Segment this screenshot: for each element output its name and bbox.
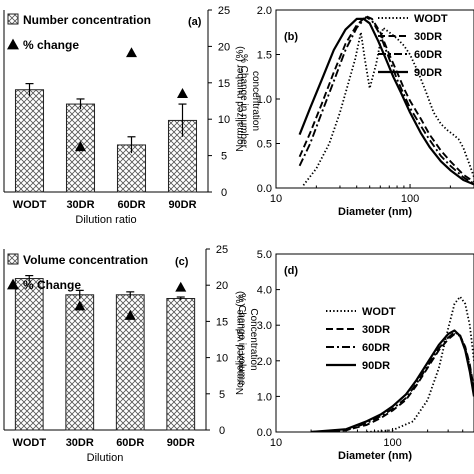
y2-tick-label: 5 [219,389,225,401]
panel-label: (c) [175,256,189,268]
x-tick-label: 100 [383,437,401,449]
percent-change-marker [177,88,188,98]
category-label: WODT [12,437,46,449]
legend-marker-label: % Change [23,278,81,292]
legend-bar-label: Volume concentration [23,253,148,267]
series-line-wodt [302,26,474,186]
y2-tick-label: 10 [218,114,230,126]
y2-tick-label: 15 [218,78,230,90]
legend-label: 60DR [414,49,442,61]
x-axis-label: Diameter (nm) [338,450,412,462]
x-axis-label: Dilution [87,452,124,464]
legend-label: 30DR [414,31,442,43]
legend-label: WODT [362,306,396,318]
y-axis-label: Normalized number (%) [235,46,246,152]
percent-change-marker [126,47,137,58]
legend-label: 60DR [362,342,390,354]
y2-tick-label: 20 [216,280,228,292]
percent-change-marker [74,300,86,311]
category-label: 30DR [66,199,94,211]
category-label: 30DR [66,437,94,449]
y-tick-label: 3.0 [257,320,272,332]
y2-tick-label: 15 [216,316,228,328]
y2-tick-label: 25 [218,5,230,17]
category-label: 60DR [116,437,144,449]
category-label: 90DR [167,437,195,449]
y-tick-label: 5.0 [257,249,272,261]
bar [14,278,44,431]
legend-label: 90DR [414,67,442,79]
category-label: WODT [13,199,47,211]
panel-label: (a) [188,16,202,28]
y2-tick-label: 0 [219,425,225,437]
x-axis-label: Diameter (nm) [338,206,412,218]
legend-label: 90DR [362,360,390,372]
percent-change-marker [175,281,187,292]
y-axis-label: Normalized volume (%) [235,291,246,395]
y-tick-label: 0.0 [257,183,272,195]
y-tick-label: 2.0 [257,5,272,17]
series-line-30dr [311,333,474,432]
y2-tick-label: 0 [221,187,227,199]
bar [65,294,95,431]
series-group [298,15,474,186]
y-tick-label: 0.5 [257,139,272,151]
panel-c: 0 5 10 15 20 25 % Change in volume Concentratio… [3,244,259,464]
y-tick-label: 1.0 [257,94,272,106]
bar [115,294,145,431]
series-line-60dr [311,331,474,432]
y-tick-label: 4.0 [257,285,272,297]
legend-marker-label: % change [23,38,79,52]
series-line-90dr [311,329,474,432]
bar [166,297,196,431]
y-tick-label: 2.0 [257,356,272,368]
legend-bar-label: Number concentration [23,13,151,27]
x-tick-label: 10 [270,437,282,449]
series-line-30dr [298,15,474,183]
panel-label: (d) [284,265,298,277]
legend-bar-swatch [7,253,19,265]
series-line-60dr [298,16,474,185]
y2-tick-label: 10 [216,353,228,365]
percent-change-marker [124,309,136,320]
bar [14,89,45,193]
y-tick-label: 1.5 [257,50,272,62]
y-tick-label: 0.0 [257,427,272,439]
x-axis-label: Dilution ratio [75,214,136,226]
legend-marker-swatch [7,38,19,50]
y2-tick-label: 20 [218,41,230,53]
category-label: 60DR [117,199,145,211]
percent-change-marker [75,141,86,152]
y2-tick-label: 25 [216,244,228,256]
series-line-wodt [366,295,474,432]
legend-bar-swatch [7,13,19,25]
y2-axis-label-2: Concentration [248,308,259,370]
panel-a: 0 5 10 15 20 25 % Change in number concentratio… [3,5,261,226]
x-tick-label: 100 [401,193,419,205]
legend-label: WODT [414,13,448,25]
x-tick-label: 10 [270,193,282,205]
y2-axis-label: % Change in number [238,54,249,149]
y2-axis-label-2: concentration [250,71,261,131]
panel-label: (b) [284,31,298,43]
y-tick-label: 1.0 [257,391,272,403]
series-line-90dr [298,17,474,186]
y2-tick-label: 5 [221,151,227,163]
y2-axis-label: % Change in volume [236,293,247,386]
legend-marker-swatch [7,278,19,290]
series-group [311,295,474,432]
legend-label: 30DR [362,324,390,336]
category-label: 90DR [168,199,196,211]
